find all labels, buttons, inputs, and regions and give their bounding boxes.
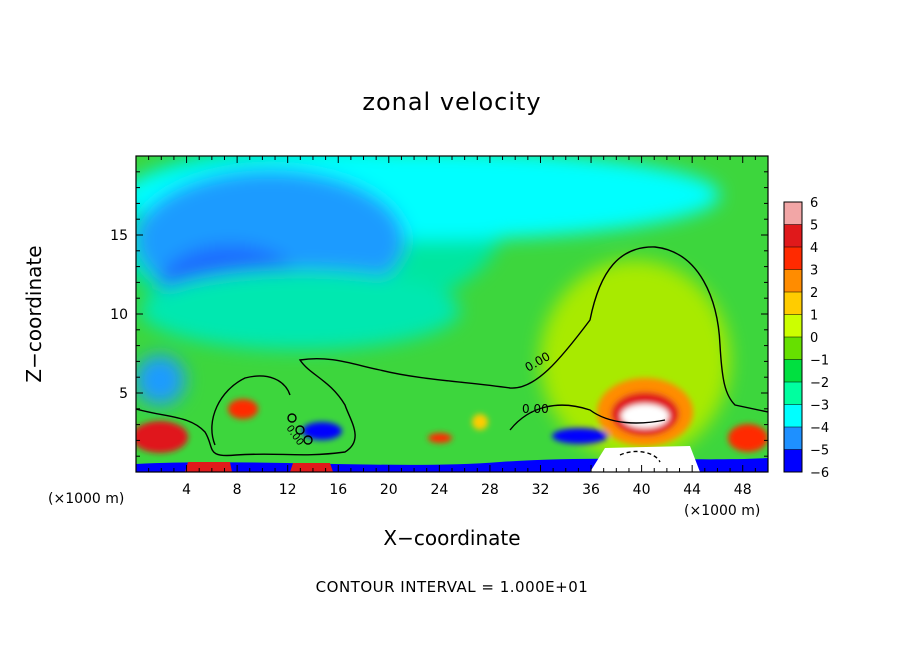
- small-contour-2: [295, 425, 305, 435]
- small-contour-1: [287, 413, 297, 423]
- blob-24km-red: [428, 433, 452, 443]
- mid-cyan-wisp: [140, 270, 460, 350]
- left-red-blob: [136, 421, 188, 453]
- colorbar-label: −6: [810, 466, 829, 481]
- colorbar-swatch: [784, 382, 802, 405]
- x-tick-label: 28: [481, 482, 499, 498]
- colorbar-swatch: [784, 247, 802, 270]
- colorbar-swatch: [784, 314, 802, 338]
- surface-red-patch-2: [290, 463, 333, 472]
- colorbar-label: 3: [810, 264, 818, 279]
- blob-8km-red: [228, 399, 258, 419]
- colorbar-label: −3: [810, 399, 829, 414]
- y-axis: 5 10 15: [110, 171, 768, 457]
- colorbar-swatch: [784, 359, 802, 383]
- x-axis-label: X−coordinate: [383, 526, 521, 550]
- x-tick-label: 8: [233, 482, 242, 498]
- chart-title: zonal velocity: [362, 88, 542, 116]
- y-tick-label: 10: [110, 307, 128, 323]
- zero-contour-upper: [136, 246, 768, 457]
- colorbar-label: 5: [810, 219, 818, 234]
- x-tick-label: 20: [380, 482, 398, 498]
- x-tick-label: 40: [633, 482, 651, 498]
- colorbar-label: 0: [810, 331, 818, 346]
- y-tick-label: 5: [119, 386, 128, 402]
- x-tick-label: 4: [182, 482, 191, 498]
- colorbar-label: −4: [810, 421, 829, 436]
- x-tick-label: 44: [683, 482, 701, 498]
- lee-wave-core: [621, 404, 669, 428]
- colorbar: 6 5 4 3 2 1 0 −1 −2 −3 −4 −5 −6: [783, 196, 829, 481]
- colorbar-swatch: [784, 202, 802, 225]
- colorbar-label: −1: [810, 354, 829, 369]
- blob-34km-blue: [552, 428, 608, 444]
- zero-contour-mid: [509, 404, 666, 431]
- contour-label-2: 0.00: [522, 402, 549, 416]
- colorbar-label: 1: [810, 309, 818, 324]
- x-unit-note-left: (×1000 m): [48, 491, 125, 507]
- x-tick-label: 12: [279, 482, 297, 498]
- y-tick-label: 15: [110, 228, 128, 244]
- surface-red-patch-1: [185, 462, 232, 472]
- colorbar-label: 6: [810, 196, 818, 211]
- x-tick-label: 36: [582, 482, 600, 498]
- colorbar-swatch: [784, 269, 802, 293]
- colorbar-swatch: [784, 404, 802, 428]
- negative-contour-dashed: [619, 450, 661, 463]
- blob-28km-yellow: [472, 414, 488, 430]
- colorbar-swatch: [784, 427, 802, 450]
- small-contour-3: [303, 435, 313, 445]
- colorbar-label: 2: [810, 286, 818, 301]
- x-tick-label: 16: [329, 482, 347, 498]
- right-red-blob: [728, 424, 768, 452]
- x-axis: 4 8 12 16 20 24 28 32 36 40 44 48: [148, 156, 756, 498]
- colorbar-swatch: [784, 292, 802, 315]
- colorbar-label: 4: [810, 241, 818, 256]
- x-tick-label: 32: [532, 482, 550, 498]
- colorbar-swatch: [784, 224, 802, 248]
- velocity-field: 0.00 0.00 0.00: [136, 156, 768, 472]
- colorbar-swatch: [784, 449, 802, 473]
- contour-interval-note: CONTOUR INTERVAL = 1.000E+01: [315, 578, 589, 596]
- blob-14km-blue: [302, 422, 342, 440]
- surface-white-patch: [590, 446, 700, 472]
- left-blue-blob: [136, 355, 185, 405]
- x-tick-label: 48: [734, 482, 752, 498]
- x-unit-note-right: (×1000 m): [684, 503, 761, 519]
- colorbar-label: −2: [810, 376, 829, 391]
- zero-contour-lower-left: [211, 375, 291, 446]
- x-tick-label: 24: [430, 482, 448, 498]
- colorbar-label: −5: [810, 444, 829, 459]
- colorbar-swatch: [784, 337, 802, 360]
